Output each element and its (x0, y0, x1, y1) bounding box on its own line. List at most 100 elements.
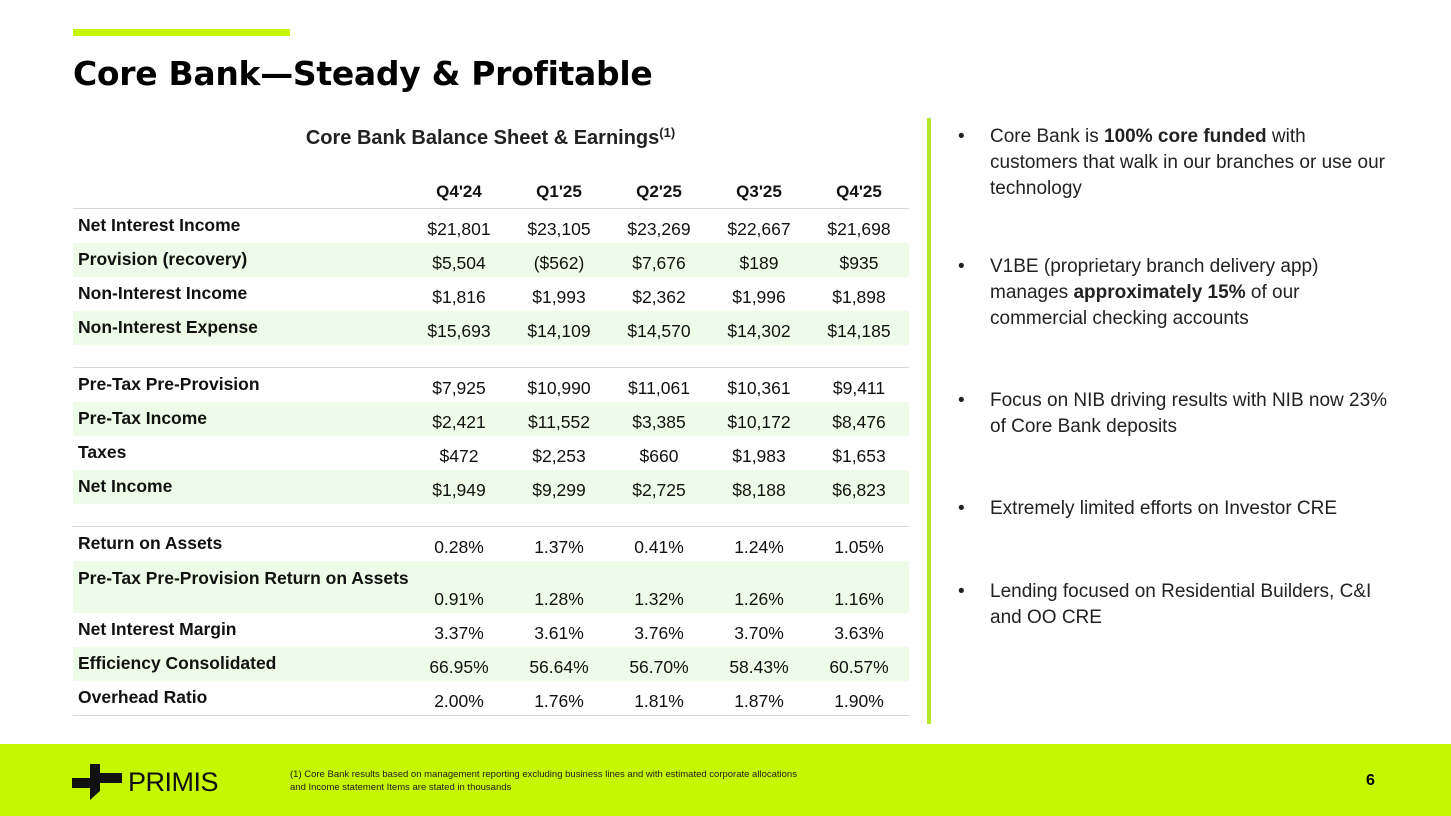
cell-value: $22,667 (727, 219, 791, 239)
bullet-list: Core Bank is 100% core funded with custo… (958, 124, 1398, 631)
cell-value: $472 (439, 446, 479, 466)
column-header: Q1'25 (509, 176, 609, 209)
cell-value: 3.63% (834, 623, 884, 643)
table-row: Provision (recovery) $5,504 ($562) $7,67… (73, 243, 909, 277)
cell-value: $1,996 (732, 287, 786, 307)
bullet-item: Core Bank is 100% core funded with custo… (958, 124, 1398, 202)
cell-value: 1.28% (509, 561, 609, 613)
cell-value: $9,299 (509, 470, 609, 504)
cell-value: $660 (639, 446, 679, 466)
row-label: Provision (recovery) (73, 243, 409, 277)
table-title-footnote-mark: (1) (659, 125, 676, 140)
cell-value: 66.95% (409, 647, 509, 681)
row-label: Net Income (73, 470, 409, 504)
cell-value: 1.37% (534, 537, 584, 557)
cell-value: $10,172 (709, 402, 809, 436)
footnote-line: (1) Core Bank results based on managemen… (290, 769, 797, 780)
balance-sheet-table: Q4'24 Q1'25 Q2'25 Q3'25 Q4'25 Net Intere… (73, 176, 909, 716)
cell-value: $2,421 (409, 402, 509, 436)
table-row: Net Interest Margin 3.37% 3.61% 3.76% 3.… (73, 613, 909, 647)
footer-bar: PRIMIS (1) Core Bank results based on ma… (0, 744, 1451, 816)
cell-value: $1,898 (832, 287, 886, 307)
bullet-item: Extremely limited efforts on Investor CR… (958, 496, 1398, 522)
cell-value: $23,269 (627, 219, 691, 239)
cell-value: $23,105 (527, 219, 591, 239)
cell-value: 58.43% (709, 647, 809, 681)
bullet-item: Focus on NIB driving results with NIB no… (958, 388, 1398, 440)
row-label: Efficiency Consolidated (73, 647, 409, 681)
row-label: Return on Assets (78, 533, 223, 553)
cell-value: 1.32% (609, 561, 709, 613)
cell-value: $6,823 (809, 470, 909, 504)
logo-text: PRIMIS (128, 766, 219, 797)
cell-value: $14,109 (509, 311, 609, 345)
cell-value: $1,949 (409, 470, 509, 504)
row-label: Net Interest Margin (78, 619, 237, 639)
cell-value: 56.64% (509, 647, 609, 681)
cell-value: $14,302 (709, 311, 809, 345)
row-label: Net Interest Income (78, 215, 241, 235)
table-title: Core Bank Balance Sheet & Earnings(1) (73, 125, 908, 150)
primis-logo-mark-icon (72, 764, 122, 800)
row-label: Taxes (78, 442, 127, 462)
cell-value: $21,801 (427, 219, 491, 239)
title-accent-bar (73, 29, 290, 36)
cell-value: $11,061 (628, 378, 690, 398)
row-label: Non-Interest Expense (73, 311, 409, 345)
page-number: 6 (1366, 772, 1375, 789)
separator-cell (73, 504, 909, 527)
cell-value: 3.37% (434, 623, 484, 643)
cell-value: $10,990 (527, 378, 591, 398)
cell-value: $3,385 (609, 402, 709, 436)
column-header: Q2'25 (609, 176, 709, 209)
cell-value: $2,362 (632, 287, 686, 307)
table-row: Non-Interest Income $1,816 $1,993 $2,362… (73, 277, 909, 311)
page-title: Core Bank—Steady & Profitable (73, 54, 653, 93)
table-row: Overhead Ratio 2.00% 1.76% 1.81% 1.87% 1… (73, 681, 909, 716)
column-header: Q3'25 (709, 176, 809, 209)
table-row: Efficiency Consolidated 66.95% 56.64% 56… (73, 647, 909, 681)
cell-value: $10,361 (727, 378, 791, 398)
cell-value: 2.00% (409, 681, 509, 716)
cell-value: $1,653 (832, 446, 886, 466)
row-label: Overhead Ratio (73, 681, 409, 716)
cell-value: 1.76% (509, 681, 609, 716)
row-label: Non-Interest Income (78, 283, 248, 303)
cell-value: $8,188 (709, 470, 809, 504)
cell-value: 0.28% (434, 537, 484, 557)
column-header: Q4'25 (809, 176, 909, 209)
table-row: Pre-Tax Pre-Provision $7,925 $10,990 $11… (73, 368, 909, 403)
vertical-divider (927, 118, 931, 724)
cell-value: $7,676 (609, 243, 709, 277)
cell-value: $11,552 (509, 402, 609, 436)
bullet-item: V1BE (proprietary branch delivery app) m… (958, 254, 1398, 332)
cell-value: $935 (809, 243, 909, 277)
cell-value: 1.05% (834, 537, 884, 557)
table-row: Non-Interest Expense $15,693 $14,109 $14… (73, 311, 909, 345)
separator-cell (73, 345, 909, 368)
cell-value: $1,816 (432, 287, 486, 307)
table-row: Net Income $1,949 $9,299 $2,725 $8,188 $… (73, 470, 909, 504)
table-header-row: Q4'24 Q1'25 Q2'25 Q3'25 Q4'25 (73, 176, 909, 209)
cell-value: $7,925 (432, 378, 486, 398)
cell-value: $2,725 (609, 470, 709, 504)
table-row: Taxes $472 $2,253 $660 $1,983 $1,653 (73, 436, 909, 470)
cell-value: $9,411 (832, 378, 886, 398)
cell-value: 3.61% (534, 623, 584, 643)
cell-value: $189 (709, 243, 809, 277)
primis-logo: PRIMIS (72, 764, 219, 800)
table-title-text: Core Bank Balance Sheet & Earnings (305, 127, 660, 149)
cell-value: $8,476 (809, 402, 909, 436)
footnote: (1) Core Bank results based on managemen… (290, 768, 797, 794)
cell-value: ($562) (509, 243, 609, 277)
cell-value: 1.87% (709, 681, 809, 716)
table-separator-row (73, 345, 909, 368)
table-row: Return on Assets 0.28% 1.37% 0.41% 1.24%… (73, 527, 909, 562)
cell-value: 1.24% (734, 537, 784, 557)
cell-value: 60.57% (809, 647, 909, 681)
table-row: Pre-Tax Income $2,421 $11,552 $3,385 $10… (73, 402, 909, 436)
cell-value: $1,983 (732, 446, 786, 466)
cell-value: 1.81% (609, 681, 709, 716)
cell-value: 1.16% (809, 561, 909, 613)
cell-value: 1.26% (709, 561, 809, 613)
